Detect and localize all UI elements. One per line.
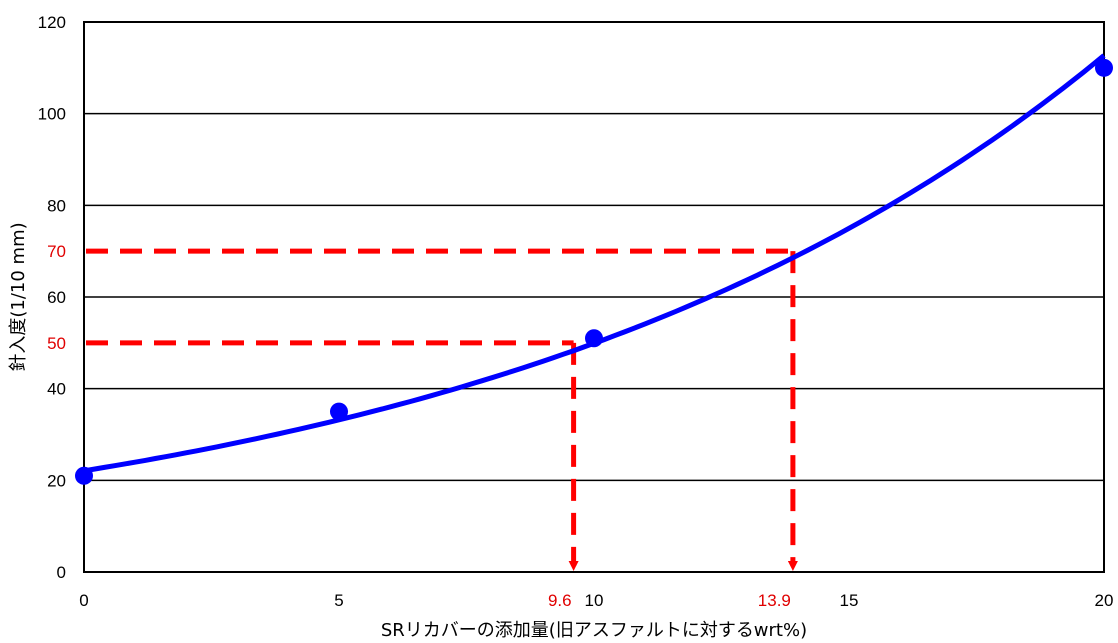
y-tick-label: 80 [47,196,66,215]
data-point [75,466,93,485]
y-tick-label: 100 [38,105,66,124]
x-tick-label: 20 [1095,591,1114,610]
data-point [1095,58,1113,77]
annotation-y-label: 50 [47,334,66,353]
y-tick-label: 20 [47,471,66,490]
data-point [585,329,603,348]
tick-labels: 0 20 40 60 80 100 120 0 5 10 15 20 [38,13,1114,610]
y-tick-label: 40 [47,380,66,399]
annotation-x-label: 13.9 [758,591,791,610]
x-tick-label: 10 [585,591,604,610]
x-tick-label: 15 [840,591,859,610]
y-tick-label: 0 [57,563,66,582]
y-axis-title: 針入度(1/10 mm) [8,222,29,371]
data-point [330,402,348,421]
x-axis-title: SRリカバーの添加量(旧アスファルトに対するwrt%) [381,620,807,641]
gridlines [84,112,1104,482]
y-tick-label: 120 [38,13,66,32]
annotation-x-label: 9.6 [548,591,572,610]
annotation-y-label: 70 [47,242,66,261]
x-tick-label: 5 [334,591,343,610]
data-points [75,58,1113,485]
y-tick-label: 60 [47,288,66,307]
x-tick-label: 0 [79,591,88,610]
